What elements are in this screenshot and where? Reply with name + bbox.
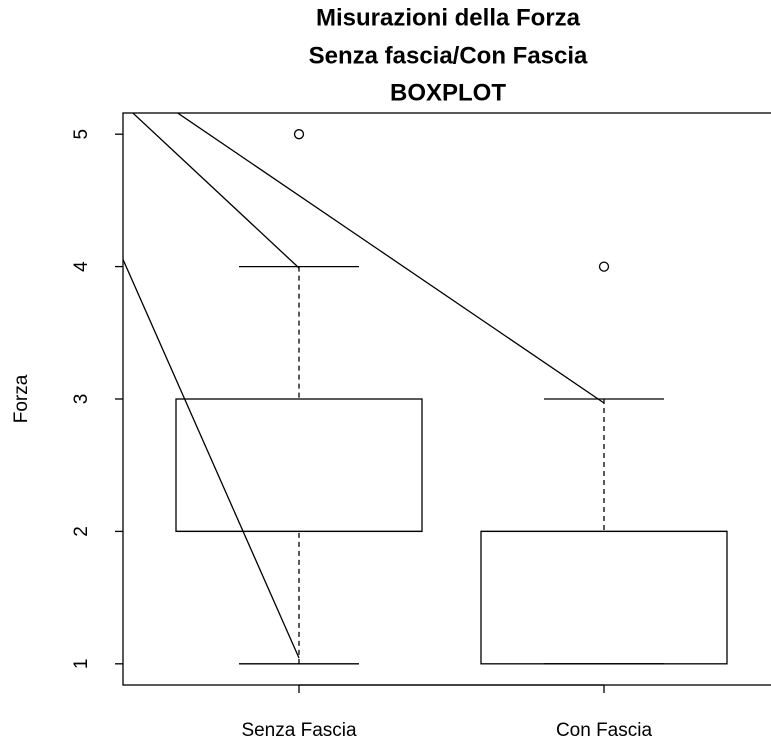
x-tick-label: Con Fascia [556,720,653,741]
chart-title: Misurazioni della Forza [316,4,581,31]
annotation-line [176,113,605,404]
outlier [598,261,610,272]
y-tick-label: 2 [71,526,92,537]
y-axis-label: Forza [11,374,32,423]
y-tick-label: 1 [71,659,92,670]
outlier [293,129,305,140]
box [480,530,728,665]
x-tick-label: Senza Fascia [241,720,357,741]
annotation-line [123,257,300,659]
annotation-lines [123,113,605,659]
annotation-line [131,113,300,269]
chart-title: Senza fascia/Con Fascia [309,42,588,69]
y-tick-label: 3 [71,394,92,405]
box [175,398,423,533]
y-tick-label: 4 [71,261,92,272]
y-tick-label: 5 [71,129,92,140]
chart-title: BOXPLOT [390,79,506,106]
